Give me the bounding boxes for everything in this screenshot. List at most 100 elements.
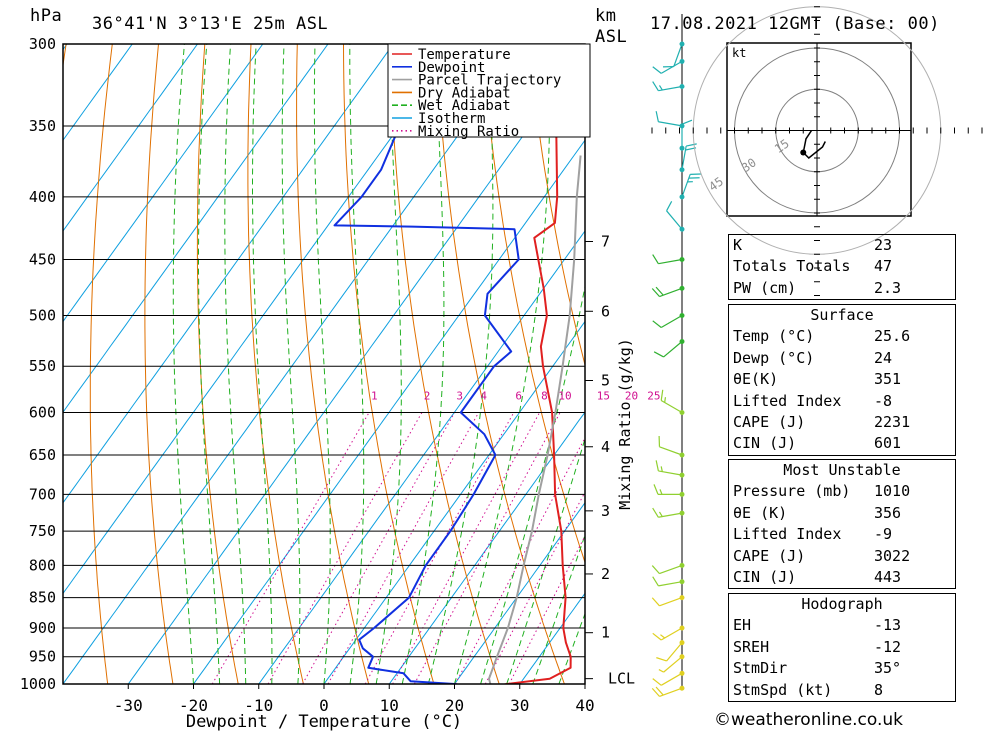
x-tick-label: -30 (114, 696, 143, 715)
dry-adiabat-line (296, 44, 370, 684)
hodograph-ring-label: 30 (739, 155, 759, 175)
wind-barb (653, 339, 685, 358)
wind-barb-flag (658, 436, 661, 447)
pressure-tick-label: 700 (29, 485, 56, 503)
wind-barb (655, 111, 685, 129)
wind-barb-staff (666, 642, 683, 662)
index-label: CIN (J) (733, 434, 797, 453)
wind-barb-flag (653, 351, 664, 358)
mixing-ratio-line (211, 412, 370, 684)
wind-barb-staff (658, 258, 683, 265)
height-tick-label: LCL (608, 670, 635, 688)
x-tick-label: 0 (319, 696, 329, 715)
isotherm-line (127, 48, 585, 684)
index-label: Lifted Index (733, 525, 842, 544)
wind-barb (652, 576, 685, 587)
wind-barb-dot (679, 285, 685, 291)
wind-barb-flag (666, 201, 673, 212)
wind-barb-dot (679, 510, 685, 516)
wind-barb-dot (679, 452, 685, 458)
wet-adiabat-line (349, 44, 365, 684)
wet-adiabat-line (375, 44, 402, 684)
dewpoint-line (333, 44, 520, 684)
wind-barb (652, 313, 685, 329)
index-value: 601 (874, 434, 902, 453)
wind-barb-staff (681, 174, 691, 198)
mixing-ratio-label: 3 (456, 390, 463, 403)
height-tick-label: 1 (601, 624, 610, 642)
wind-barb-dot (679, 562, 685, 568)
legend-label: Temperature (418, 47, 511, 63)
index-value: -8 (874, 391, 893, 410)
wind-barb-staff (666, 210, 683, 230)
wind-barb (651, 685, 685, 697)
copyright-link[interactable]: ©weatheronline.co.uk (714, 710, 904, 730)
wind-barb-dot (679, 595, 685, 601)
wind-barb (652, 625, 685, 641)
index-label: CAPE (J) (733, 412, 806, 431)
wind-barb-flag (686, 143, 697, 147)
dry-adiabat-line (247, 44, 304, 684)
index-value: -9 (874, 525, 893, 544)
isotherm-line (258, 230, 585, 684)
mixing-ratio-label: 8 (541, 390, 548, 403)
isotherm-line (63, 44, 394, 504)
most-unstable-table: Most Unstable Pressure (mb) 1010 θE (K) 35… (728, 459, 956, 590)
wind-barb-flag (681, 119, 693, 125)
wind-barb (651, 285, 685, 298)
wind-barb (679, 173, 701, 200)
index-label: Totals Totals (733, 257, 851, 276)
index-label: Temp (°C) (733, 327, 815, 346)
wet-adiabat-line (252, 44, 273, 684)
legend-label: Mixing Ratio (418, 124, 519, 140)
index-value: 2.3 (874, 278, 902, 297)
wind-barb-half-flag (664, 397, 667, 403)
wind-barb-dot (679, 654, 685, 660)
isotherm-line (519, 592, 585, 684)
x-tick-label: -20 (179, 696, 208, 715)
wind-barb-flag (652, 576, 659, 587)
surface-title: Surface (810, 306, 874, 324)
wind-barb-staff (673, 43, 683, 67)
wind-barb-staff (660, 60, 683, 74)
wind-barb-staff (660, 314, 683, 329)
wind-barb-flag (652, 81, 659, 91)
index-label: K (733, 236, 743, 254)
wind-barb-flag (651, 565, 660, 575)
wind-barb-flag (652, 320, 662, 328)
wind-barb-half-flag (659, 489, 663, 495)
wet-adiabat-line (427, 44, 494, 684)
isotherm-line (63, 44, 198, 232)
wind-barb-dot (679, 58, 685, 64)
wind-barb (651, 562, 685, 575)
wind-barb-dot (679, 123, 685, 129)
height-tick-label: 3 (601, 502, 610, 520)
dry-adiabat-line (991, 44, 1000, 684)
wind-barb-dot (679, 145, 685, 151)
mixing-ratio-line (327, 412, 480, 684)
wind-barb-half-flag (658, 669, 664, 673)
wind-barb-half-flag (660, 466, 663, 472)
pressure-tick-label: 300 (29, 35, 56, 53)
x-tick-label: 40 (575, 696, 594, 715)
index-label: Lifted Index (733, 391, 842, 410)
wind-barb-flag (655, 686, 664, 696)
hodograph-trace (802, 130, 826, 160)
mixing-ratio-line (454, 436, 585, 684)
wind-barb-dot (679, 579, 685, 585)
mixing-ratio-label: 2 (424, 390, 431, 403)
wet-adiabat-line (480, 284, 585, 684)
index-label: θE (K) (733, 503, 788, 522)
index-label: θE(K) (733, 370, 779, 389)
wind-barb-flag (652, 66, 662, 74)
wet-adiabat-line (313, 44, 331, 684)
index-value: 47 (874, 257, 893, 276)
pressure-tick-label: 350 (29, 117, 56, 135)
wind-barb-staff (660, 672, 683, 686)
index-value: 24 (874, 348, 893, 367)
surface-table: Surface Temp (°C) 25.6 Dewp (°C) 24 θE(K) 3… (728, 304, 956, 456)
wind-barb (652, 670, 685, 686)
wind-barb-flag (651, 687, 660, 697)
wind-barb-flag (651, 597, 660, 607)
pressure-tick-label: 900 (29, 619, 56, 637)
